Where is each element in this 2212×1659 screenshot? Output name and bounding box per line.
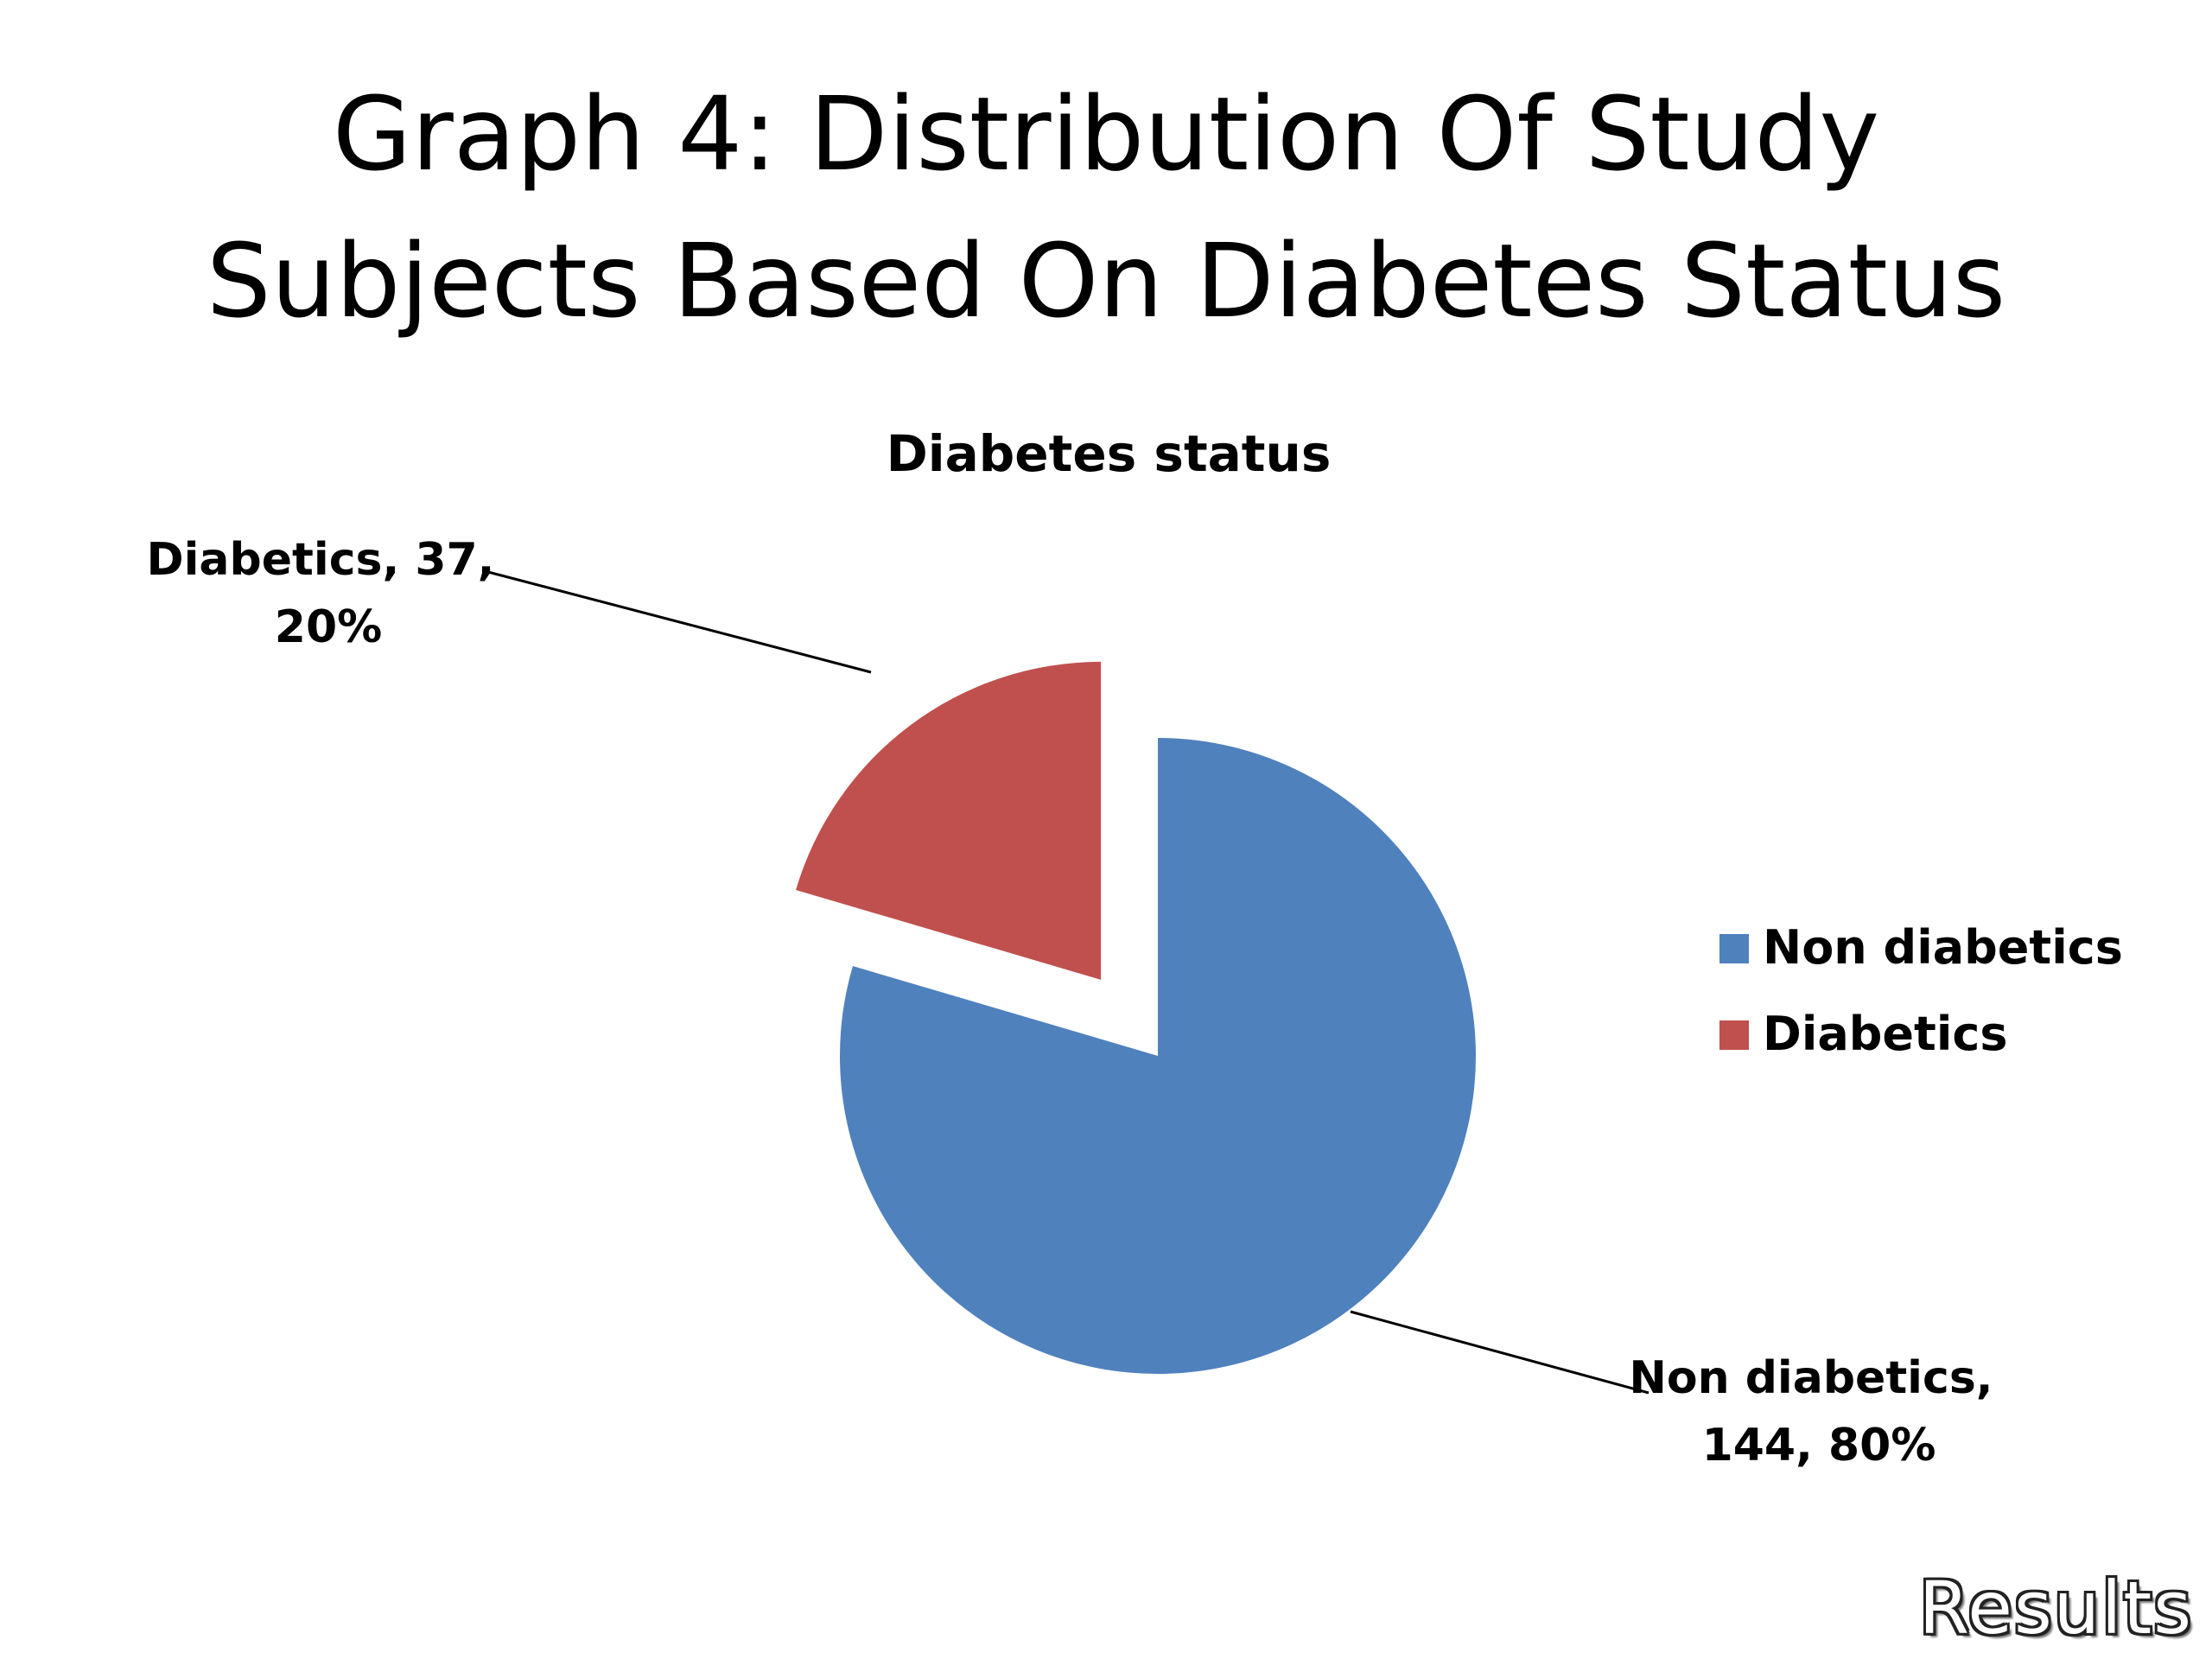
legend-swatch-diabetics (1719, 1020, 1749, 1050)
data-label-diabetics-line-2: 20% (275, 601, 382, 653)
leader-line-diabetics (487, 570, 872, 674)
chart-title: Diabetes status (887, 424, 1332, 483)
data-label-diabetics: Diabetics, 37, 20% (146, 534, 510, 653)
legend-swatch-non-diabetics (1719, 934, 1749, 963)
legend: Non diabetics Diabetics (1719, 920, 2123, 1061)
legend-label-non-diabetics: Non diabetics (1763, 920, 2123, 975)
pie-slice-non-diabetics (839, 738, 1476, 1375)
slide-title-line-1: Graph 4: Distribution Of Study (332, 74, 1880, 194)
legend-label-diabetics: Diabetics (1763, 1007, 2008, 1061)
slide-title-line-2: Subjects Based On Diabetes Status (206, 221, 2006, 340)
data-label-diabetics-line-1: Diabetics, 37, (146, 534, 494, 586)
pie-slice-diabetics (796, 661, 1102, 980)
slide-title: Graph 4: Distribution Of Study Subjects … (138, 60, 2074, 354)
leader-line-non-diabetics (1350, 1310, 1649, 1395)
results-footer-tag: Results (1918, 1566, 2193, 1650)
data-label-non-diabetics-line-1: Non diabetics, (1629, 1352, 1993, 1404)
data-label-non-diabetics-line-2: 144, 80% (1702, 1420, 1936, 1471)
data-label-non-diabetics: Non diabetics, 144, 80% (1629, 1352, 2008, 1471)
